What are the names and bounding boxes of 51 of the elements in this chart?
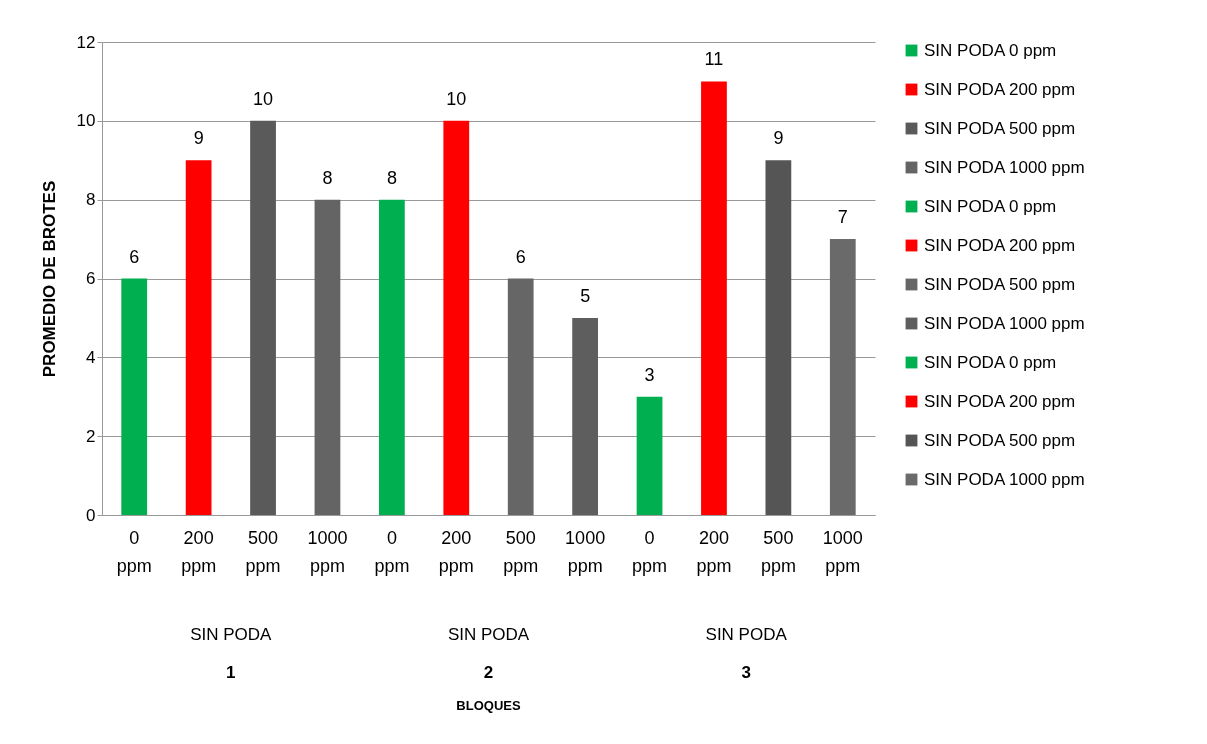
y-tick-label: 12 [76, 32, 96, 52]
data-label: 5 [580, 285, 591, 306]
legend-label: SIN PODA 0 ppm [924, 352, 1057, 372]
text: BLOQUES [456, 698, 521, 713]
legend-label: SIN PODA 0 ppm [924, 196, 1057, 216]
y-tick-label: 0 [86, 505, 96, 525]
text: SIN PODA [190, 625, 273, 644]
x-tick-label: 500 ppm [245, 527, 281, 576]
legend-label: SIN PODA 1000 ppm [924, 469, 1085, 489]
data-label: 6 [129, 246, 140, 267]
x-tick-label: 1000 ppm [565, 527, 606, 576]
x-tick-label: 500 ppm [760, 527, 796, 576]
text: 3 [741, 663, 751, 682]
y-tick-label: 6 [86, 269, 96, 288]
text: 1 [226, 663, 236, 682]
data-label: 6 [515, 246, 526, 267]
data-label: 9 [193, 128, 204, 149]
x-tick-label: 200 ppm [696, 527, 732, 576]
x-tick-label: 200 ppm [181, 527, 217, 576]
data-label: 9 [773, 128, 784, 149]
y-tick-label: 2 [86, 426, 96, 446]
legend-label: SIN PODA 500 ppm [924, 274, 1076, 294]
y-axis-title: PROMEDIO DE BROTES [39, 180, 59, 378]
y-tick-label: 4 [86, 347, 96, 367]
x-tick-label: 200 ppm [438, 527, 474, 576]
legend-label: SIN PODA 200 ppm [924, 391, 1076, 411]
data-label: 8 [322, 167, 333, 188]
data-label: 8 [386, 167, 397, 188]
y-tick-label: 10 [76, 111, 96, 131]
legend-label: SIN PODA 1000 ppm [924, 313, 1085, 333]
data-label: 3 [644, 364, 655, 385]
legend-label: SIN PODA 1000 ppm [924, 157, 1085, 177]
x-tick-label: 1000 ppm [307, 527, 348, 576]
legend-label: SIN PODA 200 ppm [924, 235, 1076, 255]
data-label: 10 [446, 88, 467, 109]
x-tick-label: 0 ppm [374, 527, 410, 576]
y-tick-label: 8 [86, 190, 96, 210]
text: SIN PODA [705, 625, 788, 644]
legend-label: SIN PODA 500 ppm [924, 430, 1076, 450]
data-label: 7 [837, 207, 848, 228]
text: 2 [483, 663, 494, 682]
data-label: 11 [704, 49, 724, 70]
legend-label: SIN PODA 500 ppm [924, 118, 1076, 138]
text: SIN PODA [447, 625, 530, 644]
legend-label: SIN PODA 0 ppm [924, 40, 1057, 60]
legend-label: SIN PODA 200 ppm [924, 79, 1076, 99]
x-tick-label: 1000 ppm [822, 527, 863, 576]
x-tick-label: 500 ppm [503, 527, 539, 576]
x-tick-label: 0 ppm [116, 527, 152, 576]
x-tick-label: 0 ppm [632, 527, 668, 576]
data-label: 10 [253, 88, 274, 109]
